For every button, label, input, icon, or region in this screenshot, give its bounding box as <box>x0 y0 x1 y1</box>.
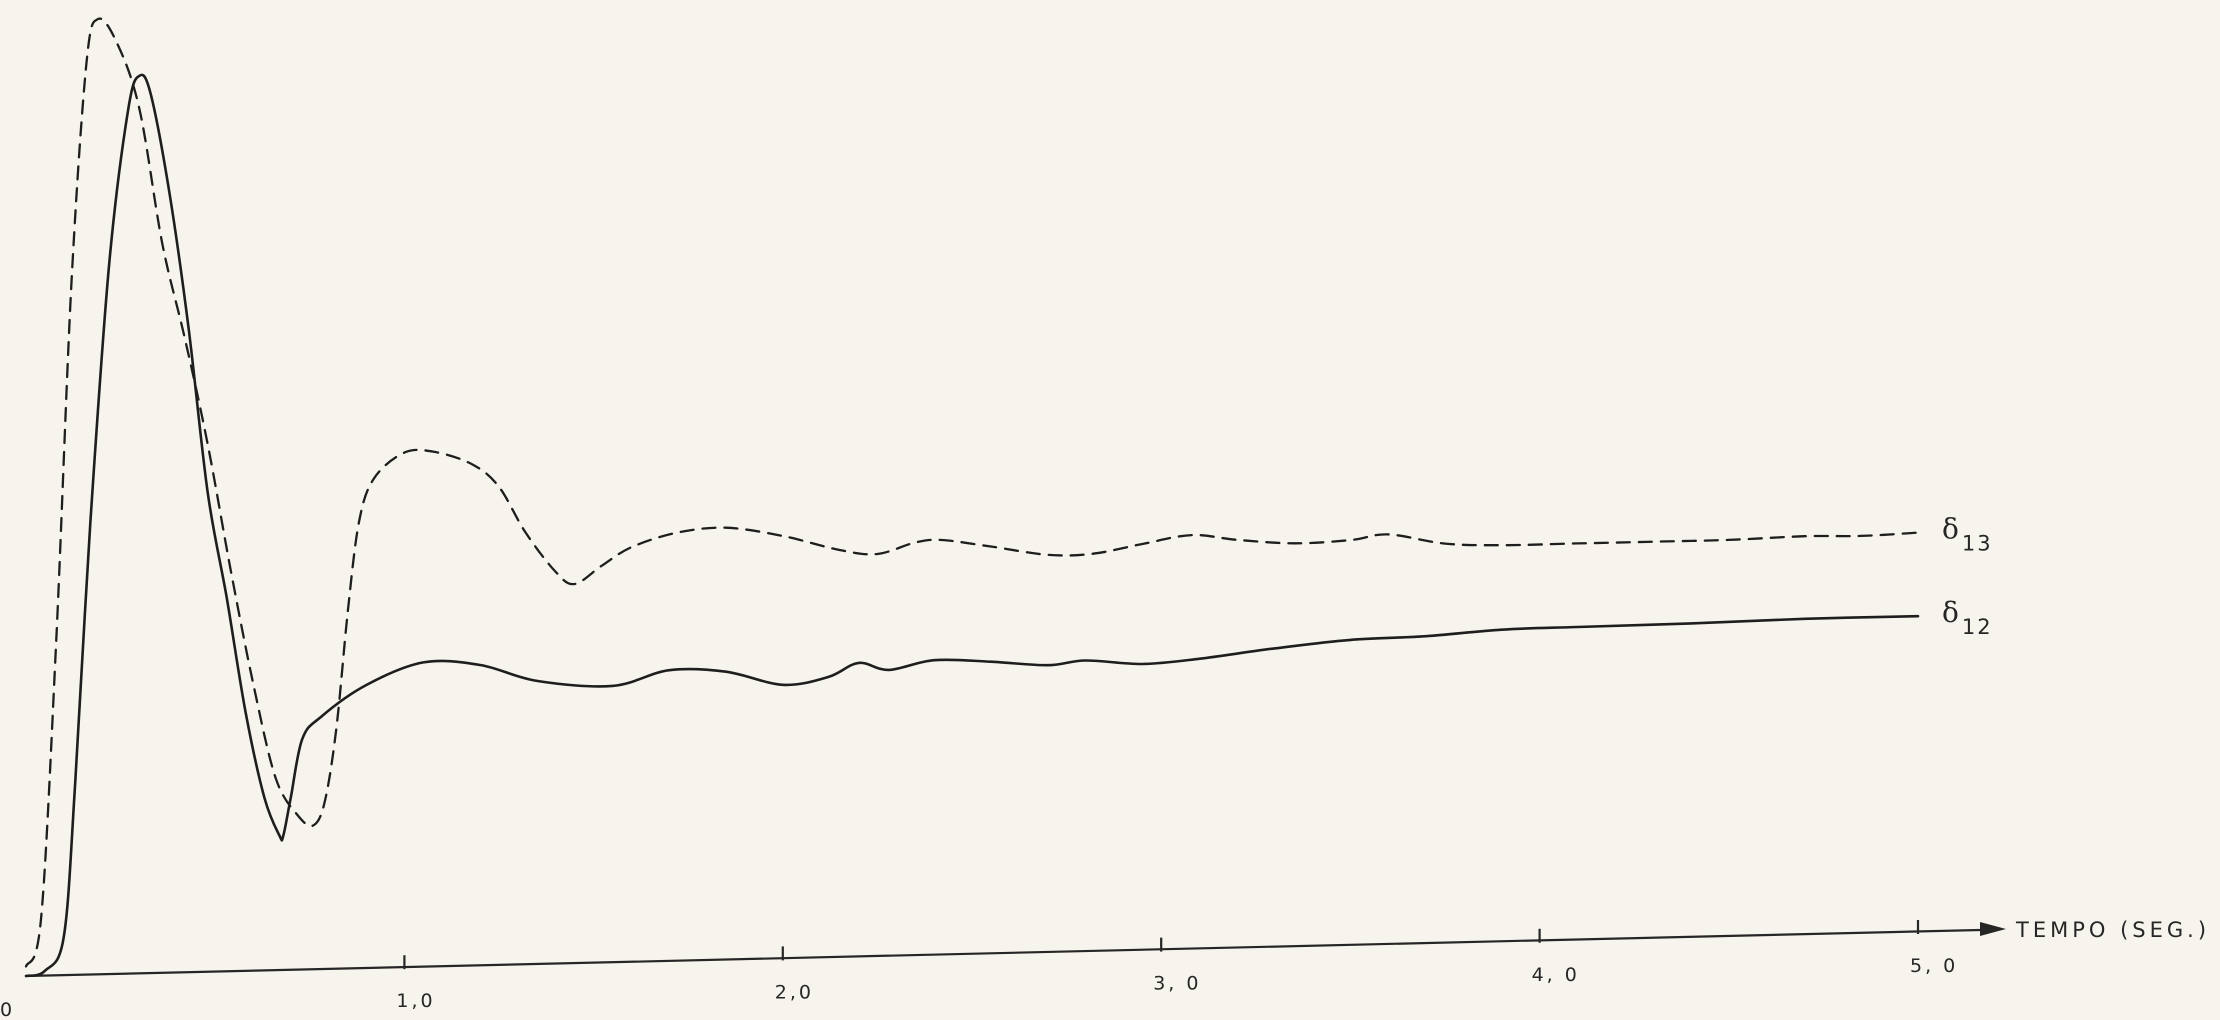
series-group <box>24 17 1920 978</box>
x-tick-label: 4, 0 <box>1532 964 1580 986</box>
x-tick-label: 1,0 <box>396 990 435 1012</box>
series-label-symbol: δ <box>1942 513 1959 546</box>
series-label-e12: δ 12 <box>1942 596 1993 639</box>
series-line-e13 <box>24 17 1920 968</box>
series-line-e12 <box>24 73 1920 978</box>
series-label-subscript: 12 <box>1962 615 1993 639</box>
series-label-subscript: 13 <box>1962 532 1993 556</box>
x-tick-label: 5, 0 <box>1910 955 1958 977</box>
x-axis: TEMPO (SEG.) <box>25 918 2210 978</box>
x-tick-label: 0 <box>0 999 15 1020</box>
series-label-symbol: δ <box>1942 596 1959 629</box>
x-tick-label: 3, 0 <box>1153 973 1201 995</box>
x-axis-arrowhead <box>1980 922 2006 936</box>
x-axis-title: TEMPO (SEG.) <box>2015 918 2210 942</box>
x-axis-line <box>25 928 1981 978</box>
x-axis-ticks: 0 1,0 2,0 3, 0 4, 0 5, 0 <box>0 920 1958 1020</box>
series-label-e13: δ 13 <box>1942 513 1993 556</box>
series-labels: δ 12δ 13 <box>1942 513 1993 640</box>
x-tick-label: 2,0 <box>775 981 814 1003</box>
